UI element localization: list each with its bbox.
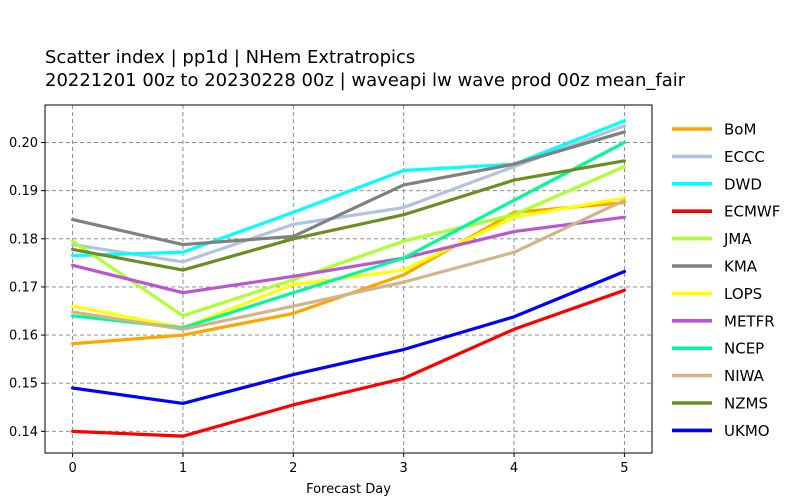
legend: BoM ECCC DWD ECMWF JMA KMA LOPS METFR NCEP NIWA NZ… <box>672 121 780 440</box>
legend-label-niwa: NIWA <box>724 367 765 385</box>
legend-label-bom: BoM <box>724 121 756 139</box>
y-tick-label: 0.15 <box>9 377 38 392</box>
plot-frame <box>44 104 653 454</box>
legend-label-dwd: DWD <box>724 175 762 193</box>
legend-label-ecmwf: ECMWF <box>724 203 780 221</box>
x-tick-label: 0 <box>68 461 76 476</box>
y-tick-labels: 0.14 0.15 0.16 0.17 0.18 0.19 0.20 <box>9 136 38 440</box>
axes <box>41 104 653 457</box>
y-tick-label: 0.18 <box>9 232 38 247</box>
y-tick-label: 0.14 <box>9 425 38 440</box>
legend-label-nzms: NZMS <box>724 395 768 413</box>
y-tick-label: 0.16 <box>9 329 38 344</box>
legend-label-jma: JMA <box>723 230 752 248</box>
y-tick-label: 0.20 <box>9 136 38 151</box>
x-axis-label: Forecast Day <box>306 482 391 497</box>
legend-label-eccc: ECCC <box>724 148 765 166</box>
series-line-nzms <box>70 159 627 272</box>
x-tick-label: 5 <box>620 461 628 476</box>
x-tick-label: 3 <box>400 461 408 476</box>
series-line-jma <box>70 165 627 318</box>
series-line-ecmwf <box>70 288 627 438</box>
series-line-metfr <box>70 215 627 295</box>
series-line-niwa <box>70 198 627 331</box>
legend-label-ncep: NCEP <box>724 340 764 358</box>
series-lines <box>70 119 627 438</box>
legend-label-ukmo: UKMO <box>724 422 770 440</box>
x-tick-label: 1 <box>179 461 187 476</box>
series-line-ncep <box>70 140 627 330</box>
legend-label-metfr: METFR <box>724 312 775 330</box>
x-tick-labels: 0 1 2 3 4 5 <box>68 461 628 476</box>
series-line-kma <box>70 130 627 247</box>
y-tick-label: 0.19 <box>9 184 38 199</box>
chart-title-line-2: 20221201 00z to 20230228 00z | waveapi l… <box>45 70 686 91</box>
legend-label-lops: LOPS <box>724 285 762 303</box>
x-tick-label: 4 <box>510 461 518 476</box>
x-tick-label: 2 <box>289 461 297 476</box>
chart-title-line-1: Scatter index | pp1d | NHem Extratropics <box>45 47 415 68</box>
series-line-ukmo <box>70 269 627 406</box>
legend-label-kma: KMA <box>724 258 758 276</box>
grid-lines <box>45 105 652 453</box>
series-line-dwd <box>70 119 627 258</box>
y-tick-label: 0.17 <box>9 280 38 295</box>
series-line-eccc <box>70 124 627 264</box>
